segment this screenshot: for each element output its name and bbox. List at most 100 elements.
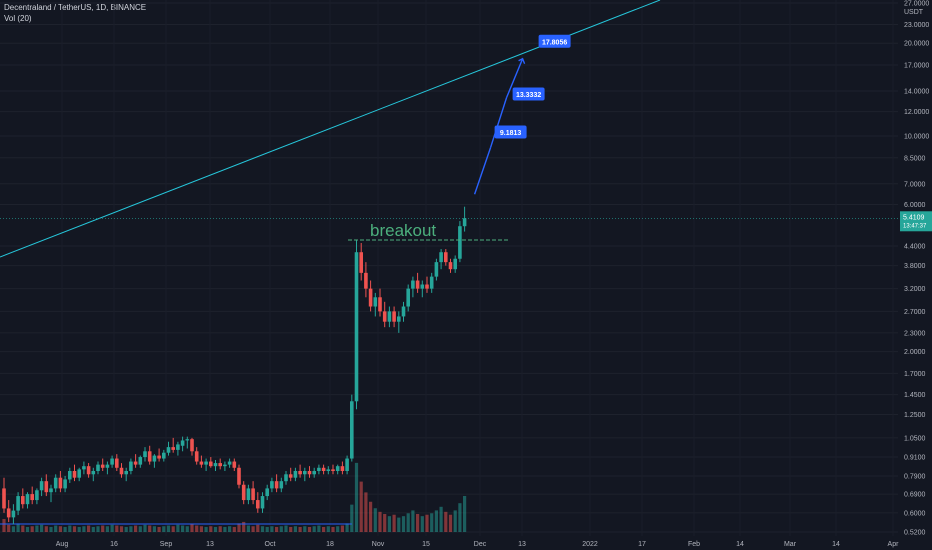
volume-bar: [420, 516, 424, 532]
price-tick-label: 1.4500: [904, 392, 926, 399]
candle-body: [143, 451, 147, 458]
time-tick-label: 18: [326, 541, 334, 548]
candle-body: [415, 280, 420, 289]
price-tick-label: 2.3000: [904, 330, 926, 337]
candle-body: [434, 262, 439, 277]
volume-bar: [63, 526, 67, 532]
volume-bar: [322, 526, 326, 532]
candle-body: [199, 461, 204, 465]
candle-body: [260, 496, 265, 509]
volume-bar: [284, 525, 288, 532]
volume-bar: [16, 523, 20, 532]
volume-bar: [336, 526, 340, 532]
volume-bar: [397, 517, 401, 532]
volume-bar: [401, 516, 406, 532]
volume-bar: [242, 521, 246, 532]
candle-body: [16, 496, 20, 511]
candle-body: [425, 284, 429, 289]
candle-body: [453, 258, 457, 270]
volume-bar: [444, 511, 448, 532]
candle-body: [129, 461, 133, 471]
price-projection-path[interactable]: [473, 57, 526, 195]
target-label-box: [494, 125, 527, 139]
volume-bar: [209, 526, 213, 532]
candle-body: [350, 401, 354, 459]
last-price-value: 5.4109: [903, 214, 925, 221]
volume-bar: [44, 526, 48, 532]
candle-body: [100, 464, 105, 468]
candle-body: [458, 226, 462, 259]
volume-bar: [35, 525, 39, 532]
candle-body: [58, 477, 63, 489]
grid-lines: [0, 2, 898, 533]
price-tick-label: 17.0000: [904, 62, 929, 69]
volume-bar: [101, 525, 105, 532]
candle-body: [378, 297, 382, 312]
candle-body: [265, 488, 269, 497]
target-labels: 9.1813 13.3332 17.8056: [494, 34, 571, 139]
candle-body: [312, 470, 316, 475]
candle-body: [331, 469, 335, 471]
time-tick-label: 14: [736, 541, 744, 548]
price-tick-label: 2.0000: [904, 349, 926, 356]
volume-bar: [270, 526, 274, 532]
candle-body: [246, 488, 251, 501]
candle-body: [368, 288, 373, 307]
candle-body: [21, 496, 25, 505]
time-axis[interactable]: [0, 536, 932, 550]
price-tick-label: 4.4000: [904, 243, 926, 250]
price-tick-label: 20.0000: [904, 41, 929, 48]
candle-body: [49, 488, 53, 493]
volume-indicator-label: Vol (20): [4, 14, 32, 23]
candle-body: [223, 464, 227, 467]
candle-body: [115, 458, 119, 468]
volume-bar: [199, 526, 203, 532]
projection-segment: [505, 58, 524, 98]
price-tick-label: 0.5200: [904, 530, 926, 537]
time-tick-label: Aug: [56, 541, 69, 548]
candle-body: [335, 466, 340, 471]
candle-body: [124, 470, 128, 475]
candle-body: [39, 481, 44, 491]
volume-bar: [190, 524, 194, 532]
price-axis-ticks: 27.0000 23.0000 20.0000 17.0000 14.0000 12.00…: [904, 1, 929, 537]
candle-body: [6, 508, 11, 518]
volume-bar: [312, 526, 316, 532]
volume-bar: [383, 514, 387, 532]
volume-bar: [115, 525, 119, 532]
candle-body: [293, 470, 298, 478]
time-tick-label: 17: [638, 541, 646, 548]
volume-bar: [275, 526, 279, 532]
volume-bar: [354, 462, 359, 532]
volume-bar: [256, 524, 260, 532]
candle-body: [373, 297, 378, 307]
candle-body: [86, 466, 91, 475]
candle-body: [444, 252, 448, 263]
volume-bar: [369, 501, 373, 532]
volume-bar: [223, 526, 227, 532]
candle-body: [364, 272, 368, 289]
projection-arrow-head: [518, 57, 526, 65]
price-tick-label: 0.6000: [904, 510, 926, 517]
target-label-text: 13.3332: [516, 92, 541, 99]
volume-bar: [364, 492, 368, 532]
projection-segment: [473, 147, 492, 195]
volume-bar: [326, 526, 330, 532]
candle-body: [298, 470, 302, 475]
candle-body: [411, 280, 415, 289]
candle-body: [176, 444, 180, 450]
volume-bar: [204, 526, 208, 532]
volume-bar: [105, 526, 109, 532]
volume-bar: [340, 525, 344, 532]
price-tick-label: 23.0000: [904, 22, 929, 29]
volume-bar: [171, 526, 175, 532]
candle-body: [180, 440, 185, 446]
volume-bar: [148, 525, 152, 532]
price-axis[interactable]: [898, 0, 932, 536]
volume-bar: [453, 510, 457, 532]
breakout-annotation[interactable]: breakout: [370, 221, 436, 240]
candle-body: [256, 500, 260, 509]
candle-body: [284, 474, 288, 482]
volume-bar: [119, 526, 124, 532]
